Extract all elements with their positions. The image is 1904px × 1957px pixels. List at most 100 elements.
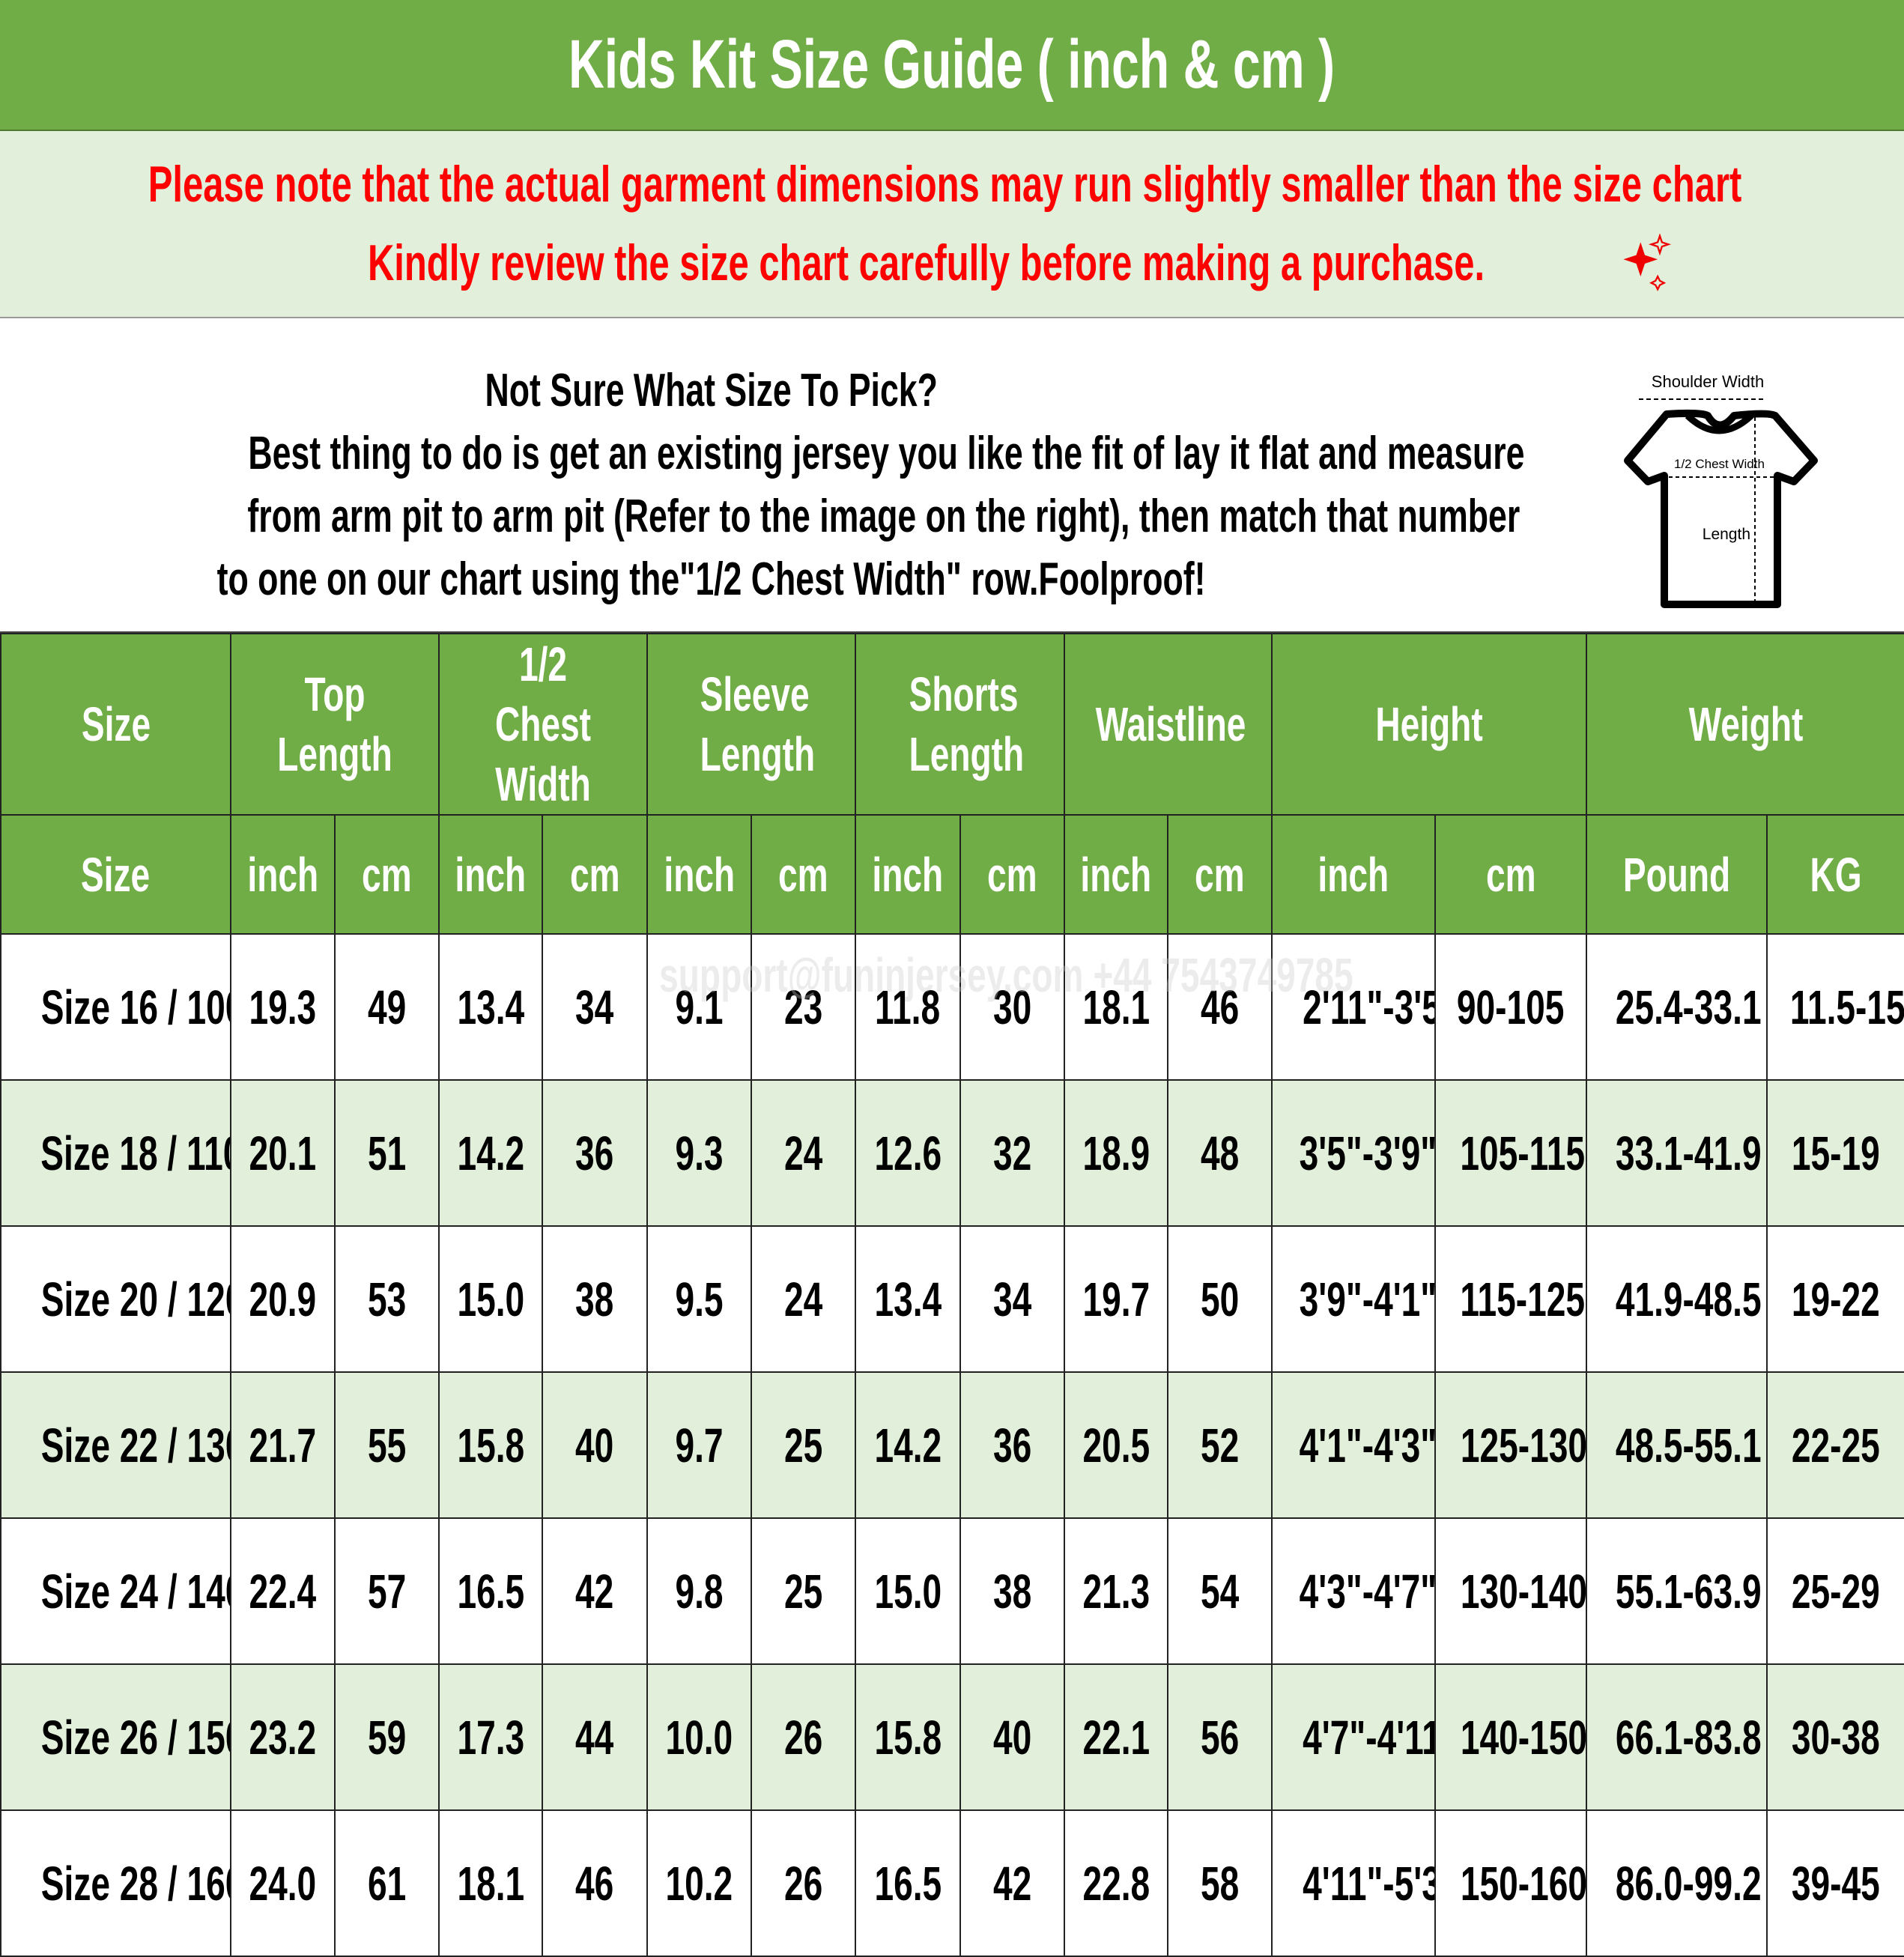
value-cell: 40 — [542, 1371, 648, 1519]
value-cell: 19-22 — [1766, 1225, 1904, 1373]
value-cell-text: 26 — [783, 1710, 823, 1765]
value-cell-text: 15-19 — [1792, 1126, 1880, 1180]
value-cell: 33.1-41.9 — [1586, 1079, 1768, 1227]
group-header-text: Shorts Length — [909, 667, 1024, 781]
title-text: Kids Kit Size Guide ( inch & cm ) — [569, 26, 1335, 103]
value-cell: 24.0 — [230, 1809, 336, 1957]
value-cell: 38 — [959, 1517, 1065, 1665]
value-cell: 17.3 — [438, 1663, 543, 1811]
unit-header: cm — [751, 814, 856, 935]
unit-header: cm — [1434, 814, 1587, 935]
value-cell-text: 11.8 — [875, 980, 941, 1034]
table-row: Size 26 / 150 23.2 59 17.3 44 10.0 26 15.8 40 22.… — [0, 1663, 1904, 1811]
size-table: Size Top Length 1/2 Chest Width Sleeve Leng… — [0, 633, 1904, 1957]
value-cell: 16.5 — [438, 1517, 543, 1665]
value-cell-text: 54 — [1200, 1564, 1240, 1618]
value-cell: 19.3 — [230, 933, 336, 1081]
value-cell: 86.0-99.2 — [1586, 1809, 1768, 1957]
value-cell-text: 140-150 — [1460, 1710, 1586, 1765]
value-cell: 34 — [959, 1225, 1065, 1373]
value-cell: 16.5 — [855, 1809, 961, 1957]
value-cell-text: 9.3 — [675, 1126, 724, 1180]
value-cell: 66.1-83.8 — [1586, 1663, 1768, 1811]
size-cell: Size 22 / 130 — [0, 1371, 231, 1519]
value-cell: 9.8 — [646, 1517, 752, 1665]
value-cell: 4'1"-4'3" — [1271, 1371, 1436, 1519]
value-cell-text: 15.0 — [457, 1272, 524, 1326]
value-cell-text: 34 — [575, 980, 614, 1034]
value-cell-text: 24 — [783, 1272, 823, 1326]
value-cell: 140-150 — [1434, 1663, 1587, 1811]
value-cell-text: 22-25 — [1792, 1418, 1880, 1472]
group-header-text: Top Length — [277, 667, 392, 781]
notice-line-2: Kindly review the size chart carefully b… — [367, 234, 1485, 291]
value-cell: 25 — [751, 1517, 856, 1665]
value-cell: 2'11"-3'5" — [1271, 933, 1436, 1081]
value-cell-text: 10.2 — [665, 1856, 733, 1911]
value-cell: 48 — [1167, 1079, 1273, 1227]
value-cell-text: 2'11"-3'5" — [1303, 980, 1434, 1034]
group-header: Shorts Length — [855, 633, 1065, 816]
group-header: Weight — [1586, 633, 1904, 816]
info-line: Best thing to do is get an existing jers… — [248, 428, 1525, 479]
value-cell-text: 26 — [783, 1856, 823, 1911]
value-cell-text: 3'9"-4'1" — [1299, 1272, 1435, 1326]
value-cell-text: 42 — [992, 1856, 1032, 1911]
value-cell-text: 24 — [783, 1126, 823, 1180]
value-cell: 18.1 — [1064, 933, 1168, 1081]
shoulder-label: Shoulder Width — [1652, 372, 1764, 391]
value-cell: 22.4 — [230, 1517, 336, 1665]
group-header: Waistline — [1064, 633, 1273, 816]
value-cell-text: 90-105 — [1457, 980, 1565, 1034]
value-cell: 4'7"-4'11" — [1271, 1663, 1436, 1811]
unit-header-text: cm — [987, 847, 1037, 902]
group-header: 1/2 Chest Width — [438, 633, 648, 816]
value-cell-text: 150-160 — [1460, 1856, 1586, 1911]
value-cell-text: 59 — [367, 1710, 407, 1765]
value-cell-text: 42 — [575, 1564, 614, 1618]
notice-banner: Please note that the actual garment dime… — [0, 131, 1904, 318]
value-cell-text: 55.1-63.9 — [1615, 1564, 1762, 1618]
value-cell-text: 40 — [992, 1710, 1032, 1765]
group-header: Top Length — [230, 633, 440, 816]
value-cell: 55 — [334, 1371, 440, 1519]
value-cell-text: 50 — [1200, 1272, 1240, 1326]
value-cell-text: 11.5-15 — [1789, 980, 1904, 1034]
value-cell-text: 19-22 — [1792, 1272, 1880, 1326]
value-cell-text: 41.9-48.5 — [1615, 1272, 1762, 1326]
value-cell-text: 51 — [367, 1126, 407, 1180]
unit-header: cm — [334, 814, 440, 935]
tshirt-diagram: Shoulder Width 1/2 Chest Width Length — [1624, 372, 1818, 608]
value-cell: 9.5 — [646, 1225, 752, 1373]
value-cell-text: 22.8 — [1082, 1856, 1150, 1911]
value-cell-text: 4'1"-4'3" — [1299, 1418, 1435, 1472]
value-cell: 57 — [334, 1517, 440, 1665]
value-cell-text: 15.8 — [874, 1710, 942, 1765]
unit-header-text: cm — [778, 847, 828, 902]
value-cell: 55.1-63.9 — [1586, 1517, 1768, 1665]
value-cell: 15.0 — [855, 1517, 961, 1665]
value-cell: 9.7 — [646, 1371, 752, 1519]
value-cell: 10.2 — [646, 1809, 752, 1957]
value-cell: 20.5 — [1064, 1371, 1168, 1519]
value-cell: 24 — [751, 1079, 856, 1227]
value-cell-text: 46 — [1200, 980, 1240, 1034]
size-cell: Size 26 / 150 — [0, 1663, 231, 1811]
group-header: Size — [0, 633, 231, 816]
value-cell: 46 — [1167, 933, 1273, 1081]
table-row: Size 24 / 140 22.4 57 16.5 42 9.8 25 15.0 38 21.3… — [0, 1517, 1904, 1665]
header-row-units: Size inch cm inch cm inch cm inch cm inch cm inch cm… — [0, 814, 1904, 935]
table-row: Size 22 / 130 21.7 55 15.8 40 9.7 25 14.2 36 20.5… — [0, 1371, 1904, 1519]
value-cell: 22.8 — [1064, 1809, 1168, 1957]
size-cell-text: Size 28 / 160 — [40, 1856, 231, 1911]
value-cell: 15-19 — [1766, 1079, 1904, 1227]
value-cell-text: 86.0-99.2 — [1615, 1856, 1762, 1911]
value-cell: 3'5"-3'9" — [1271, 1079, 1436, 1227]
value-cell: 42 — [959, 1809, 1065, 1957]
value-cell-text: 3'5"-3'9" — [1299, 1126, 1435, 1180]
sparkle-icon — [1623, 233, 1672, 291]
size-cell-text: Size 24 / 140 — [40, 1564, 231, 1618]
chest-label: 1/2 Chest Width — [1674, 457, 1765, 471]
value-cell-text: 25-29 — [1792, 1564, 1880, 1618]
value-cell-text: 130-140 — [1460, 1564, 1586, 1618]
